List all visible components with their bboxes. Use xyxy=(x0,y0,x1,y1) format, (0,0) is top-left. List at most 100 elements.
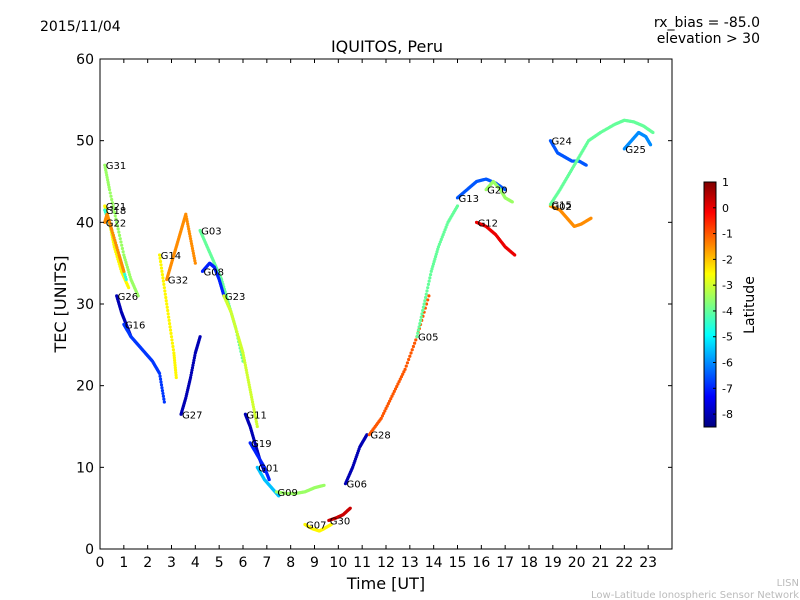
data-point xyxy=(168,325,172,329)
date-label: 2015/11/04 xyxy=(40,19,121,35)
series-G15 xyxy=(548,118,655,206)
colorbar-tick-label: -8 xyxy=(722,408,733,421)
data-point xyxy=(416,331,420,335)
elevation-label: elevation > 30 xyxy=(657,31,760,47)
series-label-G14: G14 xyxy=(161,251,181,262)
series-G32 xyxy=(165,212,197,282)
data-point xyxy=(120,246,125,251)
series-G30 xyxy=(327,506,352,523)
data-point xyxy=(438,240,442,244)
series-label-G07: G07 xyxy=(306,521,326,532)
data-point xyxy=(424,302,429,306)
plot-area xyxy=(99,58,673,550)
data-point xyxy=(158,377,163,381)
x-tick-label: 23 xyxy=(639,555,657,571)
data-point xyxy=(115,224,119,228)
data-point xyxy=(385,404,389,408)
data-point xyxy=(172,351,176,355)
data-point xyxy=(420,312,424,316)
data-point xyxy=(192,256,196,260)
data-point xyxy=(253,415,257,419)
data-point xyxy=(245,373,249,377)
series-label-G16: G16 xyxy=(125,320,145,331)
data-point xyxy=(159,383,164,387)
data-point xyxy=(122,253,126,257)
data-point xyxy=(125,265,130,269)
data-point xyxy=(173,368,178,372)
data-point xyxy=(105,173,109,177)
data-point xyxy=(126,268,130,272)
colorbar-tick-label: 0 xyxy=(722,202,729,215)
colorbar xyxy=(703,181,717,428)
data-point xyxy=(165,302,169,306)
data-point xyxy=(233,322,237,327)
data-point xyxy=(416,328,421,332)
data-point xyxy=(173,366,177,370)
data-point xyxy=(113,214,117,218)
data-point xyxy=(365,433,369,437)
series-G06 xyxy=(343,433,369,486)
data-point xyxy=(251,405,256,409)
data-point xyxy=(397,379,401,384)
data-point xyxy=(189,239,193,243)
data-point xyxy=(185,219,189,224)
data-point xyxy=(584,163,588,167)
data-point xyxy=(246,375,250,380)
data-point xyxy=(173,361,177,365)
series-label-G26: G26 xyxy=(118,292,138,303)
data-point xyxy=(127,273,132,277)
data-point xyxy=(444,225,448,229)
data-point xyxy=(186,224,190,229)
data-point xyxy=(192,254,196,258)
data-point xyxy=(425,289,429,293)
data-point xyxy=(111,231,115,235)
x-tick-label: 11 xyxy=(353,555,371,571)
data-point xyxy=(389,397,393,401)
series-G27 xyxy=(179,335,202,416)
data-point xyxy=(244,368,248,372)
data-point xyxy=(114,243,118,247)
data-point xyxy=(190,244,194,248)
series-G08 xyxy=(200,261,226,298)
data-point xyxy=(247,383,251,387)
data-point xyxy=(124,277,128,282)
series-G23 xyxy=(222,294,259,429)
data-point xyxy=(430,267,434,271)
data-point xyxy=(503,188,507,192)
data-point xyxy=(116,250,120,255)
data-point xyxy=(172,358,177,362)
data-point xyxy=(435,250,439,254)
data-point xyxy=(166,312,170,316)
data-point xyxy=(169,331,173,335)
data-point xyxy=(185,217,189,221)
data-point xyxy=(128,275,132,279)
data-point xyxy=(159,266,164,270)
data-point xyxy=(161,279,165,283)
data-point xyxy=(398,377,402,381)
colorbar-tick-label: -7 xyxy=(722,382,733,395)
chart-title: IQUITOS, Peru xyxy=(331,37,443,56)
data-point xyxy=(166,308,170,313)
data-point xyxy=(191,363,195,367)
data-point xyxy=(233,325,237,329)
series-label-G08: G08 xyxy=(203,267,223,278)
data-point xyxy=(103,166,107,170)
data-point xyxy=(250,400,255,404)
data-point xyxy=(404,364,408,368)
data-point xyxy=(418,318,423,322)
x-tick-label: 14 xyxy=(425,555,443,571)
data-point xyxy=(407,357,411,362)
data-point xyxy=(348,506,352,510)
data-point xyxy=(184,212,188,216)
series-label-G21: G21 xyxy=(106,202,126,213)
series-label-G18: G18 xyxy=(106,206,126,217)
data-point xyxy=(379,416,383,420)
series-G14 xyxy=(157,253,178,380)
data-point xyxy=(106,180,110,184)
data-point xyxy=(157,253,162,257)
data-point xyxy=(432,259,436,264)
y-tick-label: 30 xyxy=(76,297,94,313)
data-point xyxy=(232,320,236,324)
data-point xyxy=(124,260,128,264)
